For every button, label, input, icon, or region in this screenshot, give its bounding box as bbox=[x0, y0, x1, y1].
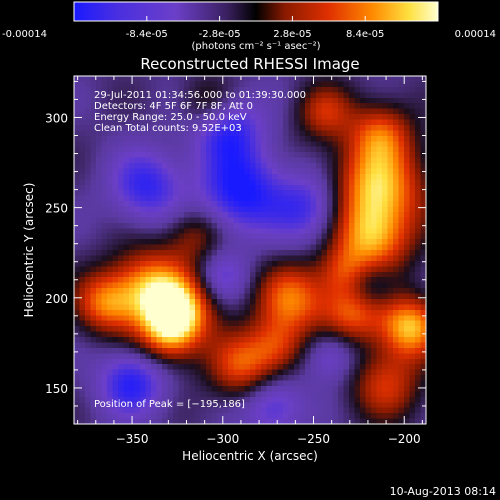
plot-frame bbox=[73, 75, 427, 425]
annotation-block: 29-Jul-2011 01:34:56.000 to 01:39:30.000… bbox=[94, 90, 306, 134]
annotation-clean-counts: Clean Total counts: 9.52E+03 bbox=[94, 123, 242, 134]
chart-title: Reconstructed RHESSI Image bbox=[140, 55, 359, 73]
y-tick-label: 250 bbox=[45, 202, 68, 216]
y-tick-label: 300 bbox=[45, 111, 68, 125]
x-tick-label: −300 bbox=[206, 432, 239, 446]
y-tick-label: 200 bbox=[45, 292, 68, 306]
colorbar bbox=[73, 1, 439, 22]
colorbar-tick-label: 8.4e-05 bbox=[346, 29, 384, 40]
y-axis-label: Heliocentric Y (arcsec) bbox=[22, 183, 36, 318]
y-tick-label: 150 bbox=[45, 382, 68, 396]
colorbar-tick-labels: -0.00014 -8.4e-05 -2.8e-05 2.8e-05 8.4e-05 0.… bbox=[2, 29, 496, 40]
colorbar-ticks bbox=[73, 16, 439, 21]
colorbar-tick-label: -0.00014 bbox=[2, 29, 47, 40]
colorbar-tick-label: -2.8e-05 bbox=[199, 29, 241, 40]
y-axis-ticks: 150 200 250 300 bbox=[45, 80, 426, 407]
x-axis-ticks: −350 −300 −250 −200 bbox=[77, 76, 423, 446]
colorbar-tick-label: 2.8e-05 bbox=[273, 29, 311, 40]
x-tick-label: −350 bbox=[116, 432, 149, 446]
heatmap-image bbox=[74, 76, 426, 424]
x-tick-label: −250 bbox=[297, 432, 330, 446]
colorbar-tick-label: -8.4e-05 bbox=[126, 29, 168, 40]
footer-timestamp: 10-Aug-2013 08:14 bbox=[390, 485, 496, 498]
x-tick-label: −200 bbox=[388, 432, 421, 446]
annotation-energy-range: Energy Range: 25.0 - 50.0 keV bbox=[94, 112, 247, 123]
annotation-detectors: Detectors: 4F 5F 6F 7F 8F, Att 0 bbox=[94, 101, 253, 112]
peak-position-label: Position of Peak = [−195,186] bbox=[94, 399, 245, 410]
colorbar-tick-label: 0.00014 bbox=[455, 29, 496, 40]
colorbar-unit-label: (photons cm⁻² s⁻¹ asec⁻²) bbox=[191, 41, 320, 52]
annotation-time-range: 29-Jul-2011 01:34:56.000 to 01:39:30.000 bbox=[94, 90, 306, 101]
x-axis-label: Heliocentric X (arcsec) bbox=[182, 449, 318, 463]
